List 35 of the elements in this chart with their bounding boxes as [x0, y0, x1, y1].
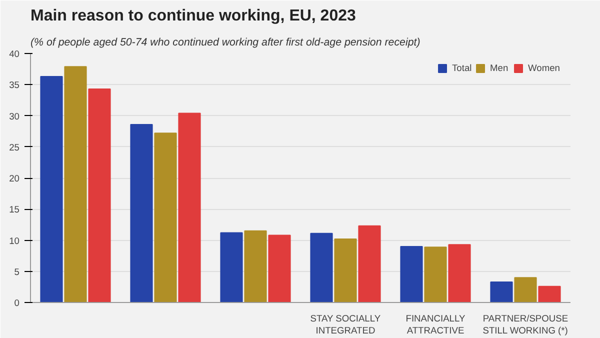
- legend-label: Women: [528, 63, 560, 73]
- y-tick-label: 10: [9, 236, 20, 246]
- bar: [268, 234, 291, 302]
- bar: [130, 124, 153, 302]
- bar: [154, 132, 177, 302]
- bar: [514, 277, 537, 302]
- bar: [88, 88, 111, 302]
- bar: [358, 225, 381, 302]
- bar: [538, 286, 561, 302]
- legend-label: Total: [452, 63, 472, 73]
- bar: [448, 244, 471, 302]
- chart-title: Main reason to continue working, EU, 2023: [30, 8, 356, 24]
- y-tick-label: 15: [9, 204, 20, 215]
- bar: [244, 230, 267, 302]
- y-tick-label: 25: [9, 142, 20, 152]
- bar: [310, 232, 333, 302]
- y-tick-label: 35: [9, 80, 20, 90]
- bar: [40, 76, 63, 302]
- x-tick-label: FINANCIALLY ATTRACTIVE: [406, 314, 466, 336]
- legend-label: Men: [490, 63, 510, 73]
- bar: [400, 246, 423, 302]
- y-tick-label: 40: [9, 49, 20, 59]
- x-tick-label: PARTNER/SPOUSE STILL WORKING (*): [482, 314, 568, 336]
- bar: [178, 112, 201, 302]
- bar: [490, 281, 513, 302]
- bar: [64, 66, 87, 302]
- x-tick-label: STAY SOCIALLY INTEGRATED: [310, 314, 382, 336]
- bar: [220, 232, 243, 302]
- y-tick-label: 30: [9, 111, 20, 122]
- y-tick-label: 0: [14, 298, 20, 308]
- bar: [334, 238, 357, 302]
- chart-subtitle: (% of people aged 50-74 who continued working after first old-age pension receipt): [30, 36, 420, 48]
- bar: [424, 246, 447, 302]
- y-tick-label: 5: [14, 266, 20, 277]
- y-tick-label: 20: [9, 174, 20, 184]
